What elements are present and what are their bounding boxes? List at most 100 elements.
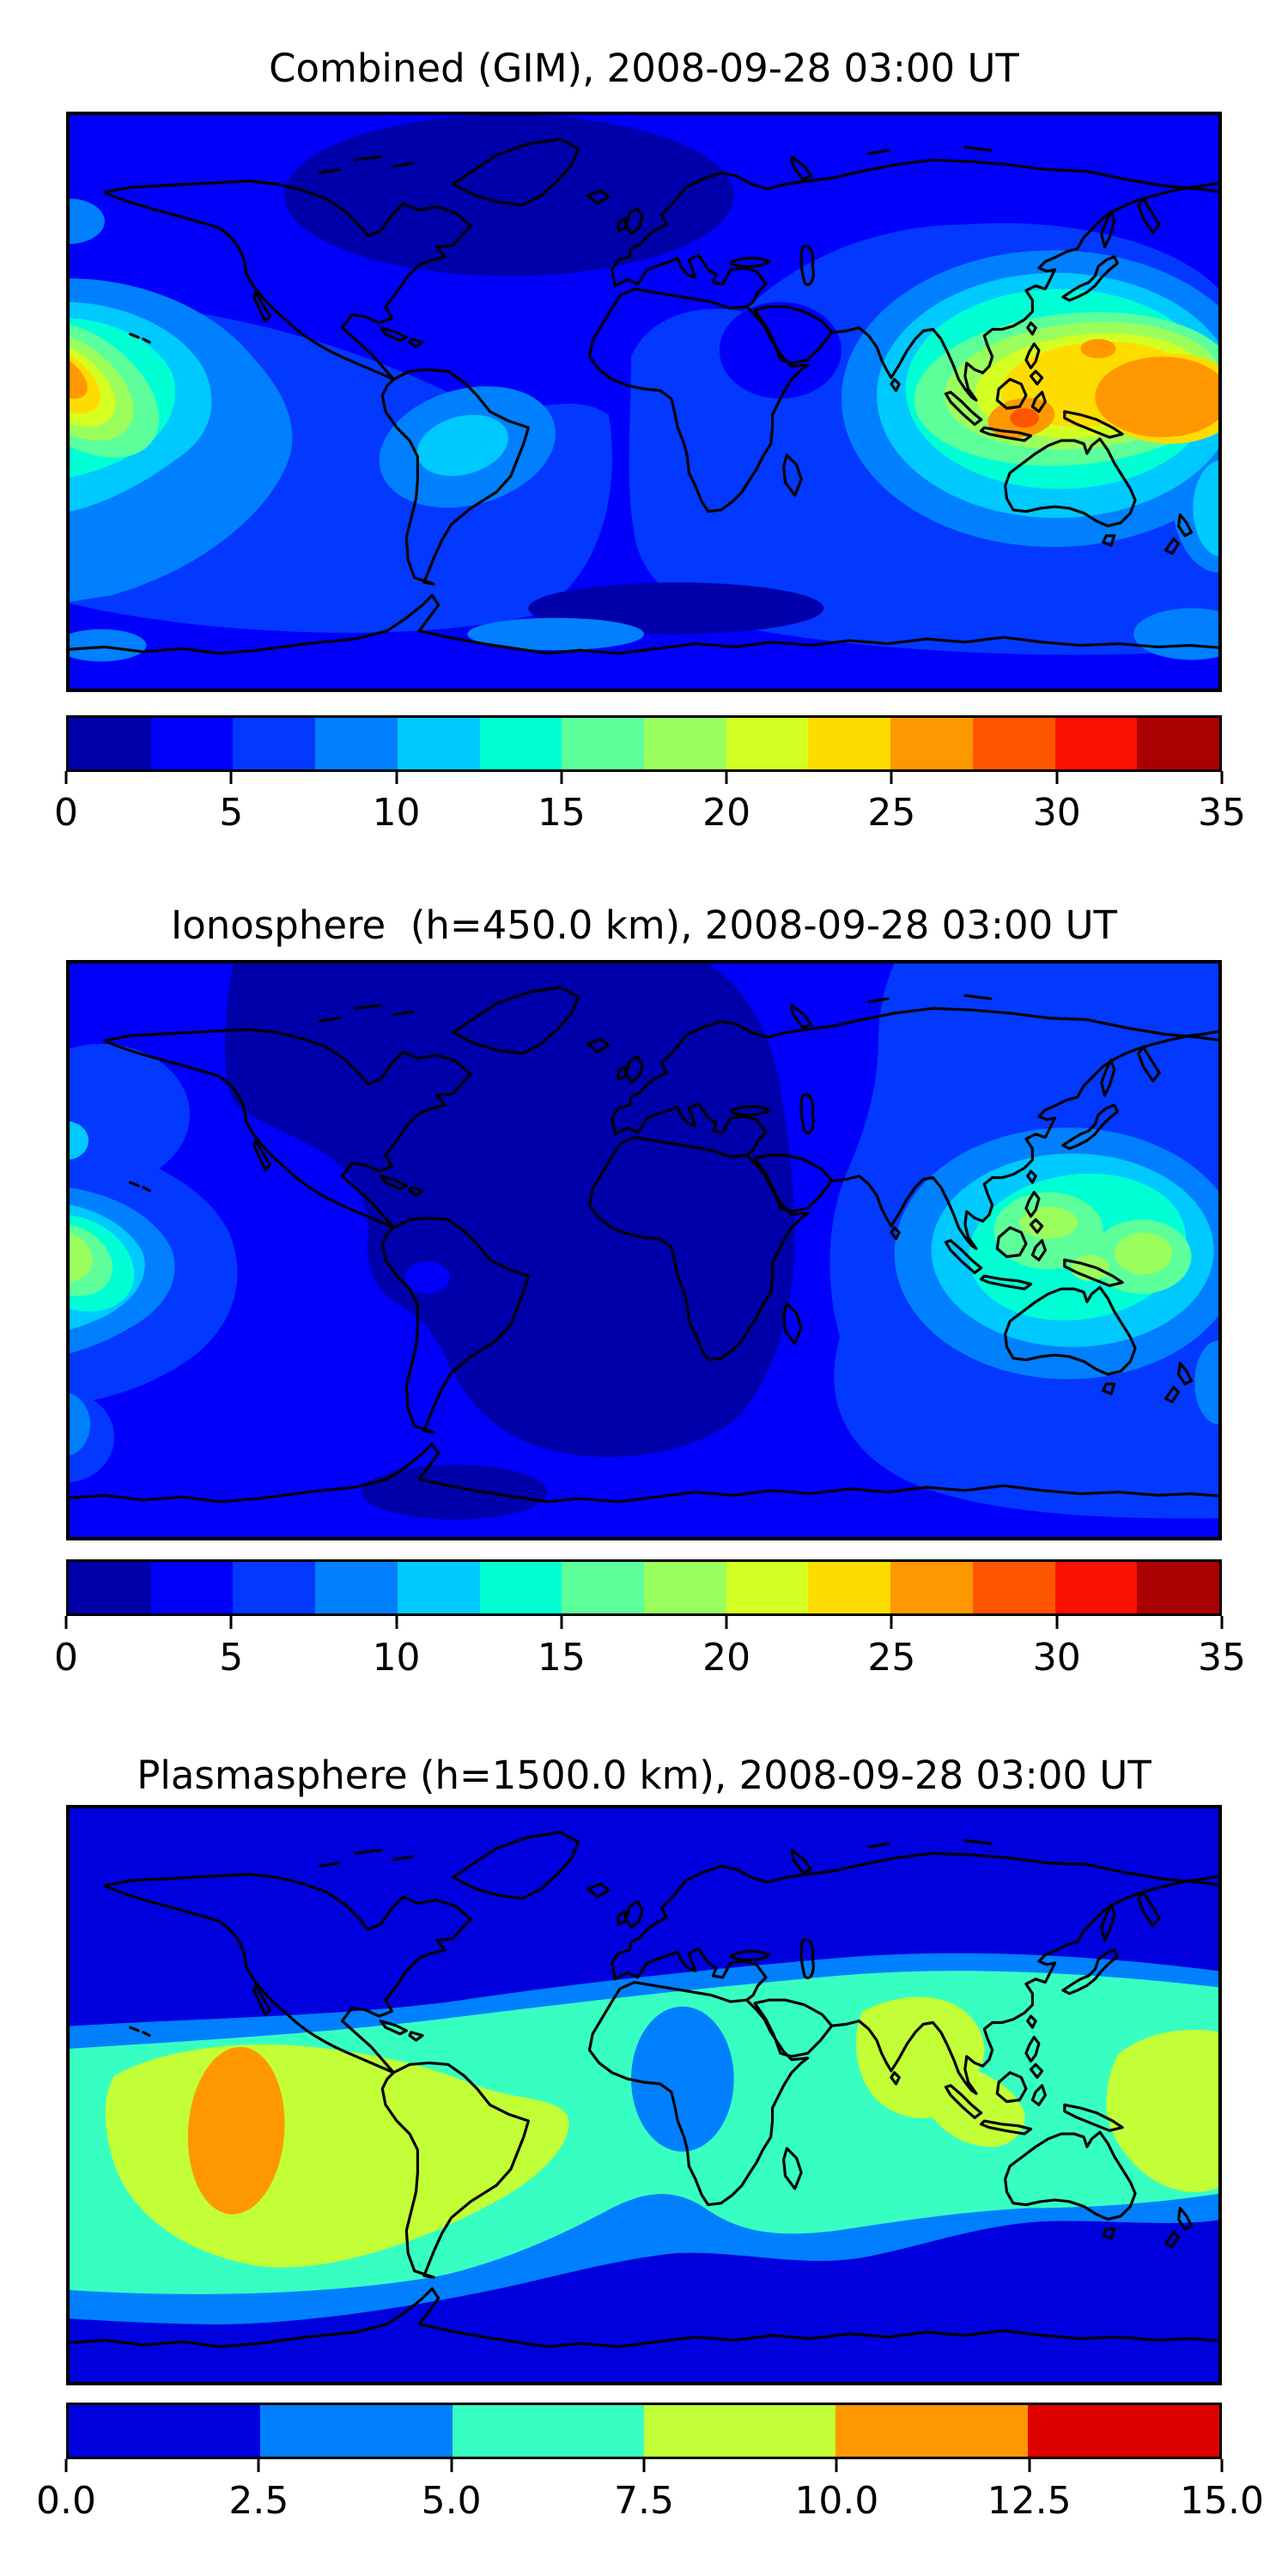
colorbar-segment	[150, 718, 234, 769]
tick-mark	[64, 1616, 68, 1629]
colorbar-ticks-ionosphere: 0 5 10 15 20 25 30 35	[54, 1616, 1246, 1710]
map-frame	[66, 960, 1222, 1540]
map-frame	[66, 1805, 1222, 2385]
tick-mark	[1055, 1616, 1059, 1629]
colorbar-segment	[397, 1562, 480, 1613]
tick-label: 30	[1032, 791, 1081, 835]
colorbar-segment	[69, 718, 151, 769]
tick-mark	[450, 2459, 453, 2472]
panel-title-plasmasphere: Plasmasphere (h=1500.0 km), 2008-09-28 0…	[137, 1753, 1151, 1798]
tick-mark	[1028, 2459, 1031, 2472]
colorbar-segment	[726, 718, 809, 769]
colorbar-segment	[233, 1562, 316, 1613]
colorbar-segment	[397, 718, 480, 769]
tick-label: 35	[1198, 1636, 1246, 1680]
tick-label: 20	[702, 791, 751, 835]
colorbar-segment	[1027, 2405, 1219, 2457]
colorbar-segment	[890, 718, 973, 769]
colorbar-combined	[66, 715, 1222, 772]
tick-mark	[1220, 771, 1224, 784]
panel-title-ionosphere: Ionosphere (h=450.0 km), 2008-09-28 03:0…	[170, 902, 1118, 948]
tick-label: 20	[702, 1636, 751, 1680]
colorbar-segment	[972, 718, 1055, 769]
colorbar-segment	[1137, 1562, 1220, 1613]
tick-label: 12.5	[987, 2479, 1072, 2523]
tick-mark	[1220, 1616, 1224, 1629]
tick-label: 0.0	[36, 2479, 96, 2523]
tick-label: 10.0	[794, 2479, 879, 2523]
colorbar-ionosphere	[66, 1559, 1222, 1616]
contour-map-combined	[66, 112, 1222, 692]
colorbar-segment	[479, 718, 562, 769]
tick-mark	[64, 771, 68, 784]
colorbar-segment	[1054, 718, 1138, 769]
colorbar-segment	[1054, 1562, 1138, 1613]
colorbar-segment	[562, 718, 645, 769]
map-frame	[66, 112, 1222, 692]
tick-label: 35	[1198, 791, 1246, 835]
colorbar-plasmasphere	[66, 2403, 1222, 2459]
colorbar-segment	[452, 2405, 644, 2457]
tick-mark	[725, 1616, 728, 1629]
tick-mark	[560, 1616, 563, 1629]
colorbar-segment	[150, 1562, 234, 1613]
tick-label: 7.5	[614, 2479, 674, 2523]
tick-label: 10	[372, 791, 421, 835]
tick-mark	[257, 2459, 260, 2472]
colorbar-segment	[69, 1562, 151, 1613]
tick-mark	[560, 771, 563, 784]
colorbar-segment	[808, 1562, 891, 1613]
tick-label: 5.0	[421, 2479, 482, 2523]
tick-mark	[890, 1616, 893, 1629]
colorbar-segment	[562, 1562, 645, 1613]
contour-map-ionosphere	[66, 960, 1222, 1540]
colorbar-segment	[644, 718, 726, 769]
contour-fills-combined	[66, 112, 1222, 692]
colorbar-segment	[643, 2405, 836, 2457]
tick-mark	[64, 2459, 68, 2472]
contour-fills-ionosphere	[66, 960, 1222, 1540]
colorbar-ticks-plasmasphere: 0.0 2.5 5.0 7.5 10.0 12.5 15.0	[36, 2459, 1264, 2554]
tick-label: 10	[372, 1636, 421, 1680]
colorbar-segment	[972, 1562, 1055, 1613]
tick-mark	[229, 771, 233, 784]
colorbar-segment	[479, 1562, 562, 1613]
tick-label: 15.0	[1180, 2479, 1264, 2523]
colorbar-segment	[726, 1562, 809, 1613]
tick-label: 2.5	[228, 2479, 289, 2523]
map-plasmasphere	[66, 1805, 1222, 2385]
contour-map-plasmasphere	[66, 1805, 1222, 2385]
panel-title-combined: Combined (GIM), 2008-09-28 03:00 UT	[269, 46, 1019, 91]
colorbar-ticks-combined: 0 5 10 15 20 25 30 35	[54, 771, 1246, 866]
tick-label: 25	[867, 791, 916, 835]
colorbar-segment	[835, 2405, 1028, 2457]
tick-mark	[1220, 2459, 1224, 2472]
colorbar-segment	[69, 2405, 261, 2457]
colorbar-segment	[808, 718, 891, 769]
tick-mark	[395, 1616, 398, 1629]
contour-fills-plasmasphere	[66, 1805, 1222, 2385]
colorbar-segment	[315, 718, 398, 769]
tick-mark	[725, 771, 728, 784]
tick-label: 25	[867, 1636, 916, 1680]
tick-label: 15	[537, 1636, 586, 1680]
tick-mark	[642, 2459, 646, 2472]
map-ionosphere	[66, 960, 1222, 1540]
colorbar-segment	[315, 1562, 398, 1613]
colorbar-segment	[1137, 718, 1220, 769]
colorbar-segment	[233, 718, 316, 769]
tick-label: 0	[54, 791, 78, 835]
tick-mark	[1055, 771, 1059, 784]
map-combined	[66, 112, 1222, 692]
tick-mark	[395, 771, 398, 784]
tick-label: 5	[219, 791, 244, 835]
colorbar-segment	[260, 2405, 453, 2457]
tick-label: 15	[537, 791, 586, 835]
tick-label: 30	[1032, 1636, 1081, 1680]
tick-mark	[890, 771, 893, 784]
tick-label: 0	[54, 1636, 78, 1680]
tick-label: 5	[219, 1636, 244, 1680]
tick-mark	[835, 2459, 838, 2472]
tick-mark	[229, 1616, 233, 1629]
colorbar-segment	[890, 1562, 973, 1613]
